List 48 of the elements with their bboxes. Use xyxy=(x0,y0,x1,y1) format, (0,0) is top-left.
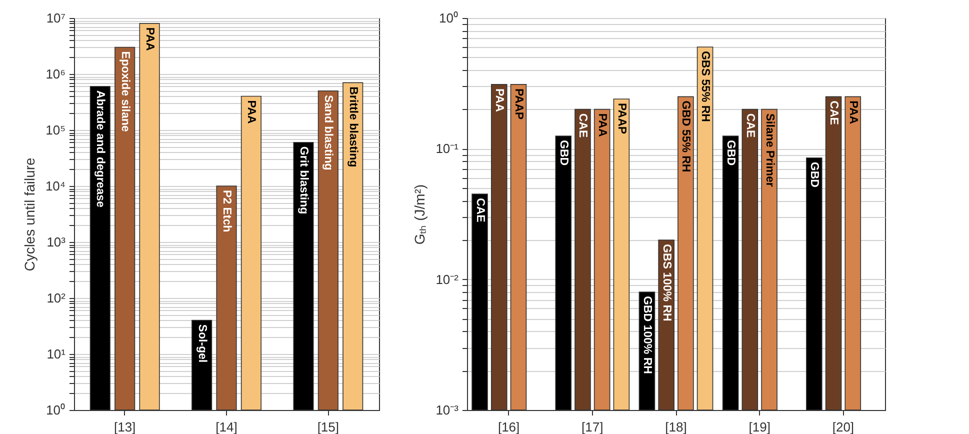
data-label: PAA xyxy=(596,113,608,137)
data-label: PAA xyxy=(144,27,156,51)
data-label: PAA xyxy=(846,100,859,124)
data-label: GBS 100% RH xyxy=(660,244,672,322)
y-tick-label: 10⁻² xyxy=(436,272,460,287)
data-label: P2 Etch xyxy=(220,190,232,232)
x-tick-label: [16] xyxy=(498,420,520,434)
data-label: CAE xyxy=(828,100,840,126)
x-tick-label: [19] xyxy=(748,420,770,434)
y-tick-label: 10⁰ xyxy=(46,402,66,418)
x-tick-label: [14] xyxy=(216,420,238,434)
data-label: Grit blasting xyxy=(297,146,310,214)
y-tick-label: 10⁻³ xyxy=(436,402,460,418)
x-tick-label: [17] xyxy=(582,420,604,434)
data-label: PAA xyxy=(245,100,258,124)
data-label: GBD 100% RH xyxy=(640,296,653,374)
x-tick-label: [18] xyxy=(665,420,687,434)
data-label: CAE xyxy=(744,113,756,138)
data-label: PAA xyxy=(493,88,506,112)
y-tick-label: 10⁰ xyxy=(439,10,458,26)
y-axis-title: Gₜₕ (J/m²) xyxy=(412,184,428,245)
y-tick-label: 10⁻¹ xyxy=(436,141,460,156)
y-tick-label: 10¹ xyxy=(46,346,66,362)
data-label: Sol-gel xyxy=(196,324,208,363)
data-label: Sand blasting xyxy=(322,94,334,170)
y-axis-title: Cycles until failure xyxy=(21,157,38,272)
y-tick-label: 10⁶ xyxy=(46,66,66,82)
data-label: GBD 55% RH xyxy=(680,100,692,172)
x-tick-label: [20] xyxy=(832,420,854,434)
y-tick-label: 10⁷ xyxy=(46,10,66,26)
data-label: Brittle blasting xyxy=(346,86,359,168)
data-label: GBS 55% RH xyxy=(699,50,712,122)
x-tick-label: [13] xyxy=(114,420,136,434)
y-tick-label: 10² xyxy=(46,290,66,306)
data-label: Abrade and degrease xyxy=(94,90,106,208)
data-label: GBD xyxy=(724,140,737,166)
data-label: CAE xyxy=(576,113,589,138)
y-tick-label: 10³ xyxy=(46,234,66,250)
data-label: GBD xyxy=(557,140,570,166)
data-label: Silane Primer xyxy=(763,113,776,188)
data-label: GBD xyxy=(808,162,820,188)
data-label: PAAP xyxy=(512,88,524,120)
y-tick-label: 10⁵ xyxy=(46,122,66,138)
y-tick-label: 10⁴ xyxy=(45,178,66,194)
x-tick-label: [15] xyxy=(317,420,340,434)
data-label: PAAP xyxy=(615,102,628,134)
data-label: Epoxide silane xyxy=(118,51,131,132)
data-label: CAE xyxy=(474,198,486,223)
